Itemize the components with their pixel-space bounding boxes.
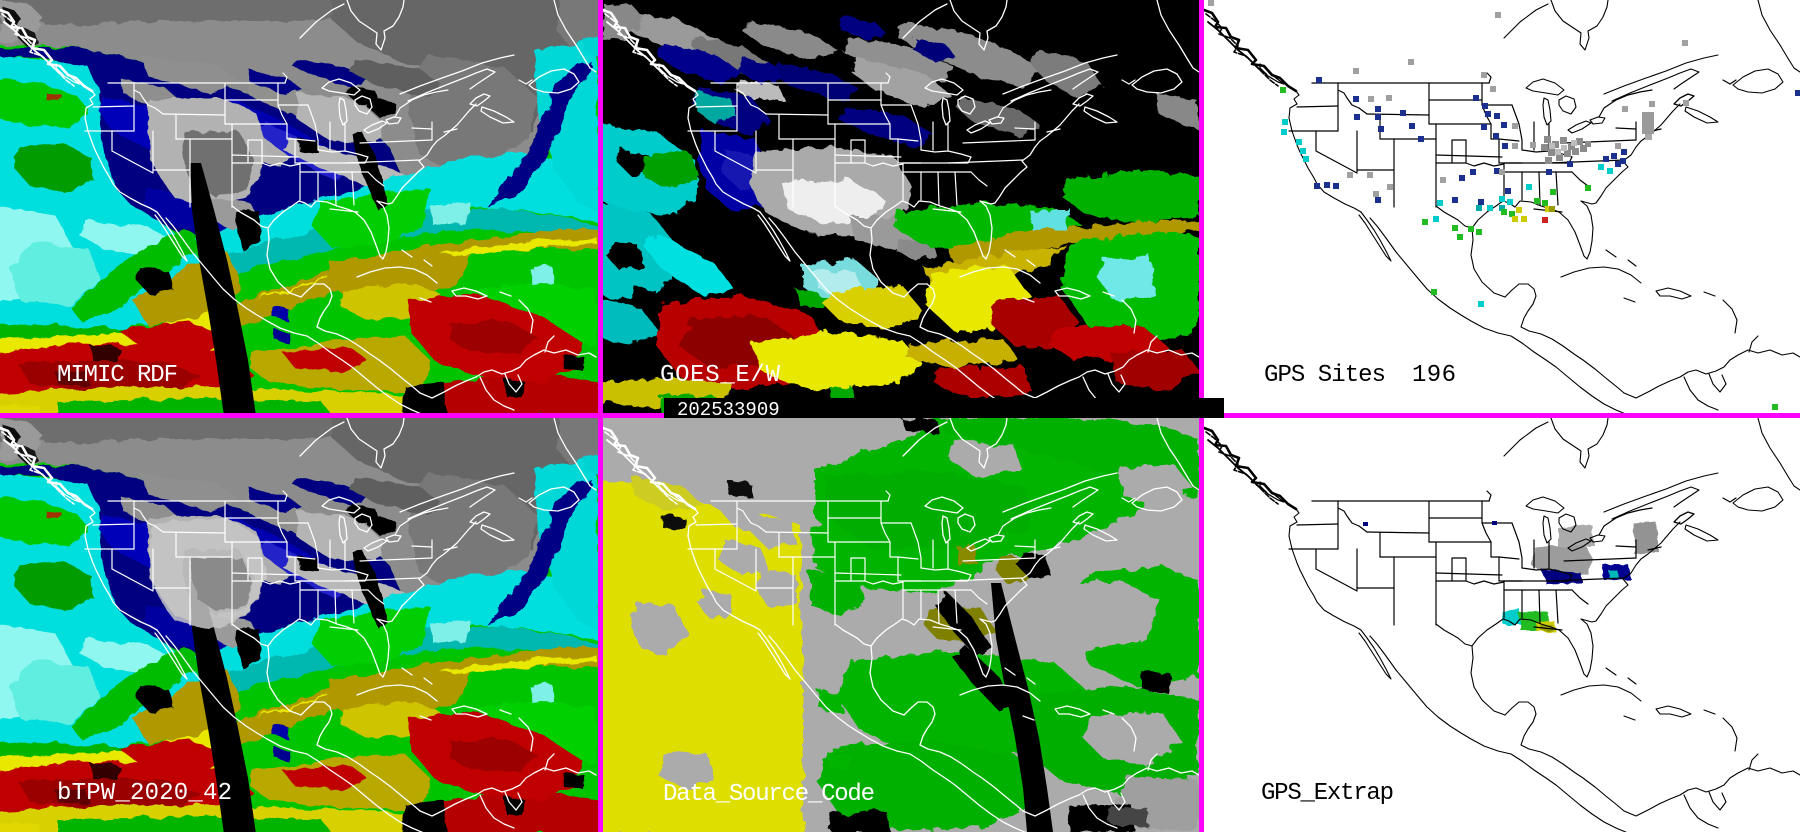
svg-text:GPS Sites: GPS Sites [1264, 362, 1386, 389]
svg-text:GPS_Extrap: GPS_Extrap [1261, 780, 1394, 807]
svg-text:202533909: 202533909 [677, 399, 780, 421]
svg-text:bTPW_2020_42: bTPW_2020_42 [57, 780, 232, 807]
svg-text:MIMIC RDF: MIMIC RDF [57, 362, 178, 389]
svg-text:GOES_E/W: GOES_E/W [660, 362, 781, 389]
svg-text:196: 196 [1412, 362, 1456, 389]
svg-text:Data_Source_Code: Data_Source_Code [663, 781, 875, 808]
